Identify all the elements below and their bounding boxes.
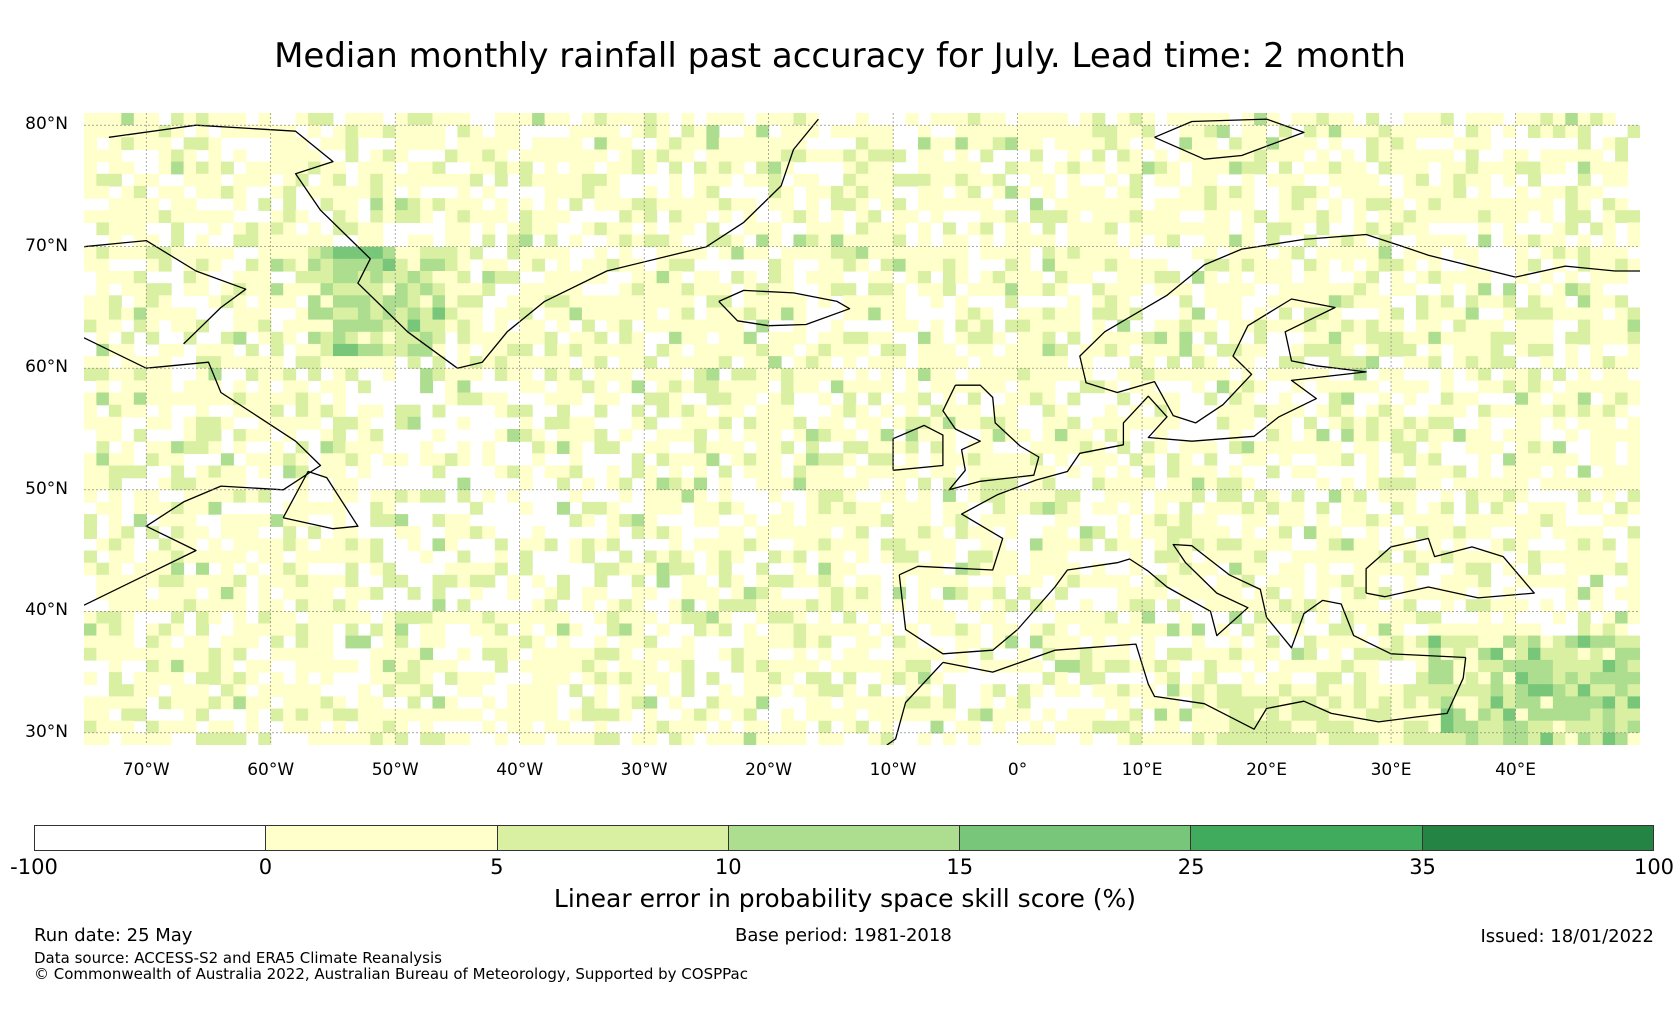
colorbar-tick-label: 5: [490, 855, 504, 879]
run-date: Run date: 25 May: [34, 925, 193, 946]
skill-map: [84, 113, 1640, 745]
data-source: Data source: ACCESS-S2 and ERA5 Climate …: [34, 949, 442, 967]
iceland-coast: [718, 289, 851, 327]
greenland-coast: [108, 118, 819, 369]
colorbar-segment: [266, 826, 498, 850]
atlantic-africa-coast: [886, 661, 944, 745]
british-isles: [942, 384, 1040, 491]
latitude-label: 60°N: [25, 357, 68, 378]
baffin-coast: [84, 239, 247, 345]
north-africa-coast: [942, 643, 1467, 730]
colorbar-tick-label: 0: [258, 855, 273, 879]
base-period: Base period: 1981-2018: [735, 925, 952, 946]
colorbar-segment: [1422, 826, 1653, 850]
longitude-label: 70°W: [122, 760, 170, 780]
longitude-label: 40°W: [496, 760, 544, 780]
longitude-label: 40°E: [1495, 760, 1536, 780]
colorbar-segment: [35, 826, 267, 850]
longitude-label: 30°E: [1370, 760, 1412, 780]
latitude-label: 80°N: [25, 114, 68, 135]
longitude-label: 60°W: [247, 760, 295, 780]
colorbar-label: Linear error in probability space skill …: [553, 884, 1137, 913]
latitude-label: 50°N: [25, 478, 68, 499]
colorbar-tick-label: 100: [1633, 855, 1675, 879]
longitude-label: 10°W: [869, 760, 917, 780]
map-canvas: [84, 113, 1640, 745]
ireland-coast: [892, 424, 944, 471]
newfoundland-coast: [282, 470, 359, 530]
latitude-label: 30°N: [25, 721, 68, 742]
issued-date: Issued: 18/01/2022: [1480, 926, 1654, 947]
longitude-label: 0°: [1007, 760, 1028, 780]
colorbar-tick-label: -100: [10, 855, 58, 879]
skill-grid: [84, 113, 1640, 745]
latitude-label: 40°N: [25, 600, 68, 621]
black-sea-coast: [1365, 537, 1535, 599]
europe-coast: [898, 543, 1466, 659]
latitude-label: 70°N: [25, 235, 68, 256]
colorbar-tick-label: 35: [1409, 855, 1436, 879]
colorbar-segment: [960, 826, 1192, 850]
longitude-label: 50°W: [371, 760, 419, 780]
colorbar: [34, 825, 1654, 851]
longitude-label: 20°E: [1246, 760, 1287, 780]
colorbar-tick-label: 10: [714, 855, 742, 879]
svalbard-coast: [1154, 118, 1305, 160]
copyright: © Commonwealth of Australia 2022, Austra…: [34, 965, 748, 983]
colorbar-segment: [1191, 826, 1423, 850]
map-title: Median monthly rainfall past accuracy fo…: [274, 36, 1406, 76]
labrador-coast: [84, 337, 322, 606]
west-europe-coast: [899, 233, 1640, 576]
longitude-label: 30°W: [620, 760, 668, 780]
colorbar-segment: [497, 826, 729, 850]
colorbar-segment: [728, 826, 961, 850]
colorbar-tick-label: 25: [1177, 855, 1205, 879]
colorbar-tick-label: 15: [946, 855, 974, 879]
longitude-label: 20°W: [745, 760, 793, 780]
longitude-label: 10°E: [1121, 760, 1163, 780]
